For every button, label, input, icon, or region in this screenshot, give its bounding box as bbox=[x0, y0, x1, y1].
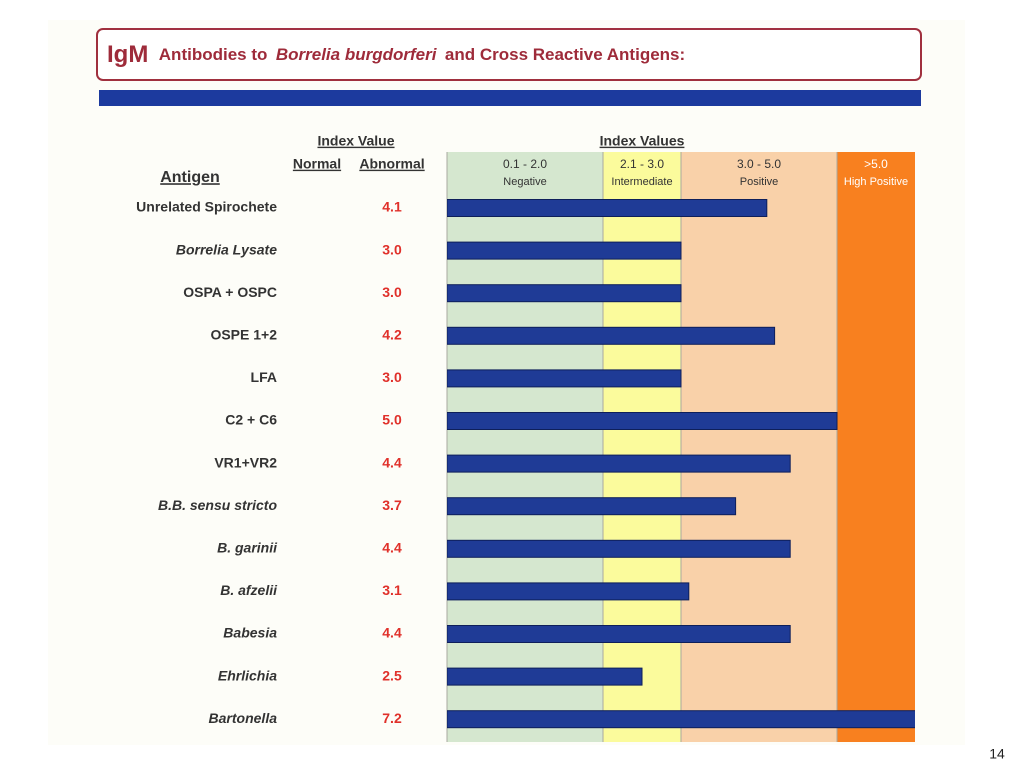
category-label: LFA bbox=[251, 369, 277, 385]
zone-name: Intermediate bbox=[611, 176, 672, 188]
column-header: Index Value bbox=[317, 133, 394, 149]
zone bbox=[603, 152, 681, 742]
category-label: Bartonella bbox=[209, 710, 278, 726]
bar bbox=[447, 454, 791, 473]
bar bbox=[447, 284, 682, 303]
title-part: and Cross Reactive Antigens: bbox=[445, 45, 685, 64]
zone-name: Positive bbox=[740, 176, 779, 188]
column-header: Normal bbox=[293, 156, 341, 172]
value-label: 3.0 bbox=[382, 369, 402, 385]
zone-name: Negative bbox=[503, 176, 546, 188]
column-header: Abnormal bbox=[359, 156, 424, 172]
zone-range: 2.1 - 3.0 bbox=[620, 157, 664, 171]
title-part: Borrelia burgdorferi bbox=[276, 45, 438, 64]
divider-bar bbox=[99, 90, 921, 106]
category-label: VR1+VR2 bbox=[214, 454, 277, 470]
category-label: Babesia bbox=[223, 625, 277, 641]
category-label: OSPA + OSPC bbox=[183, 284, 277, 300]
category-label: OSPE 1+2 bbox=[210, 327, 277, 343]
bar bbox=[447, 539, 791, 558]
category-label: C2 + C6 bbox=[225, 412, 277, 428]
bar bbox=[447, 710, 915, 729]
category-label: B. garinii bbox=[217, 540, 278, 556]
value-label: 3.0 bbox=[382, 241, 402, 257]
zone-range: 0.1 - 2.0 bbox=[503, 157, 547, 171]
value-label: 4.1 bbox=[382, 199, 402, 215]
zone-range: >5.0 bbox=[864, 157, 888, 171]
value-label: 4.4 bbox=[382, 625, 402, 641]
bar bbox=[447, 412, 838, 430]
column-header: Index Values bbox=[600, 133, 685, 149]
title-part: IgM bbox=[107, 41, 148, 68]
value-label: 4.4 bbox=[382, 454, 402, 470]
value-label: 4.2 bbox=[382, 327, 402, 343]
bar bbox=[447, 497, 737, 516]
category-label: B. afzelii bbox=[220, 582, 278, 598]
value-label: 4.4 bbox=[382, 540, 402, 556]
bar bbox=[447, 582, 690, 601]
bar bbox=[447, 326, 776, 345]
bar bbox=[447, 667, 643, 686]
value-label: 3.1 bbox=[382, 582, 402, 598]
column-header: Antigen bbox=[160, 169, 220, 186]
zone-name: High Positive bbox=[844, 176, 908, 188]
zone-range: 3.0 - 5.0 bbox=[737, 157, 781, 171]
value-label: 5.0 bbox=[382, 412, 402, 428]
bar bbox=[447, 241, 682, 260]
bar bbox=[447, 625, 791, 643]
zone bbox=[837, 152, 915, 742]
bar bbox=[447, 369, 682, 388]
value-label: 2.5 bbox=[382, 667, 402, 683]
value-label: 7.2 bbox=[382, 710, 402, 726]
value-label: 3.7 bbox=[382, 497, 402, 513]
bar bbox=[447, 199, 768, 217]
title-part: Antibodies to bbox=[159, 45, 268, 64]
title-box bbox=[96, 28, 922, 81]
category-label: Ehrlichia bbox=[218, 667, 277, 683]
category-label: Borrelia Lysate bbox=[176, 241, 277, 257]
value-label: 3.0 bbox=[382, 284, 402, 300]
category-label: B.B. sensu stricto bbox=[158, 497, 277, 513]
zone bbox=[447, 152, 603, 742]
category-label: Unrelated Spirochete bbox=[136, 199, 277, 215]
zone bbox=[681, 152, 837, 742]
page-number: 14 bbox=[989, 746, 1005, 762]
chart-title: IgM Antibodies to Borrelia burgdorferi a… bbox=[107, 41, 685, 68]
